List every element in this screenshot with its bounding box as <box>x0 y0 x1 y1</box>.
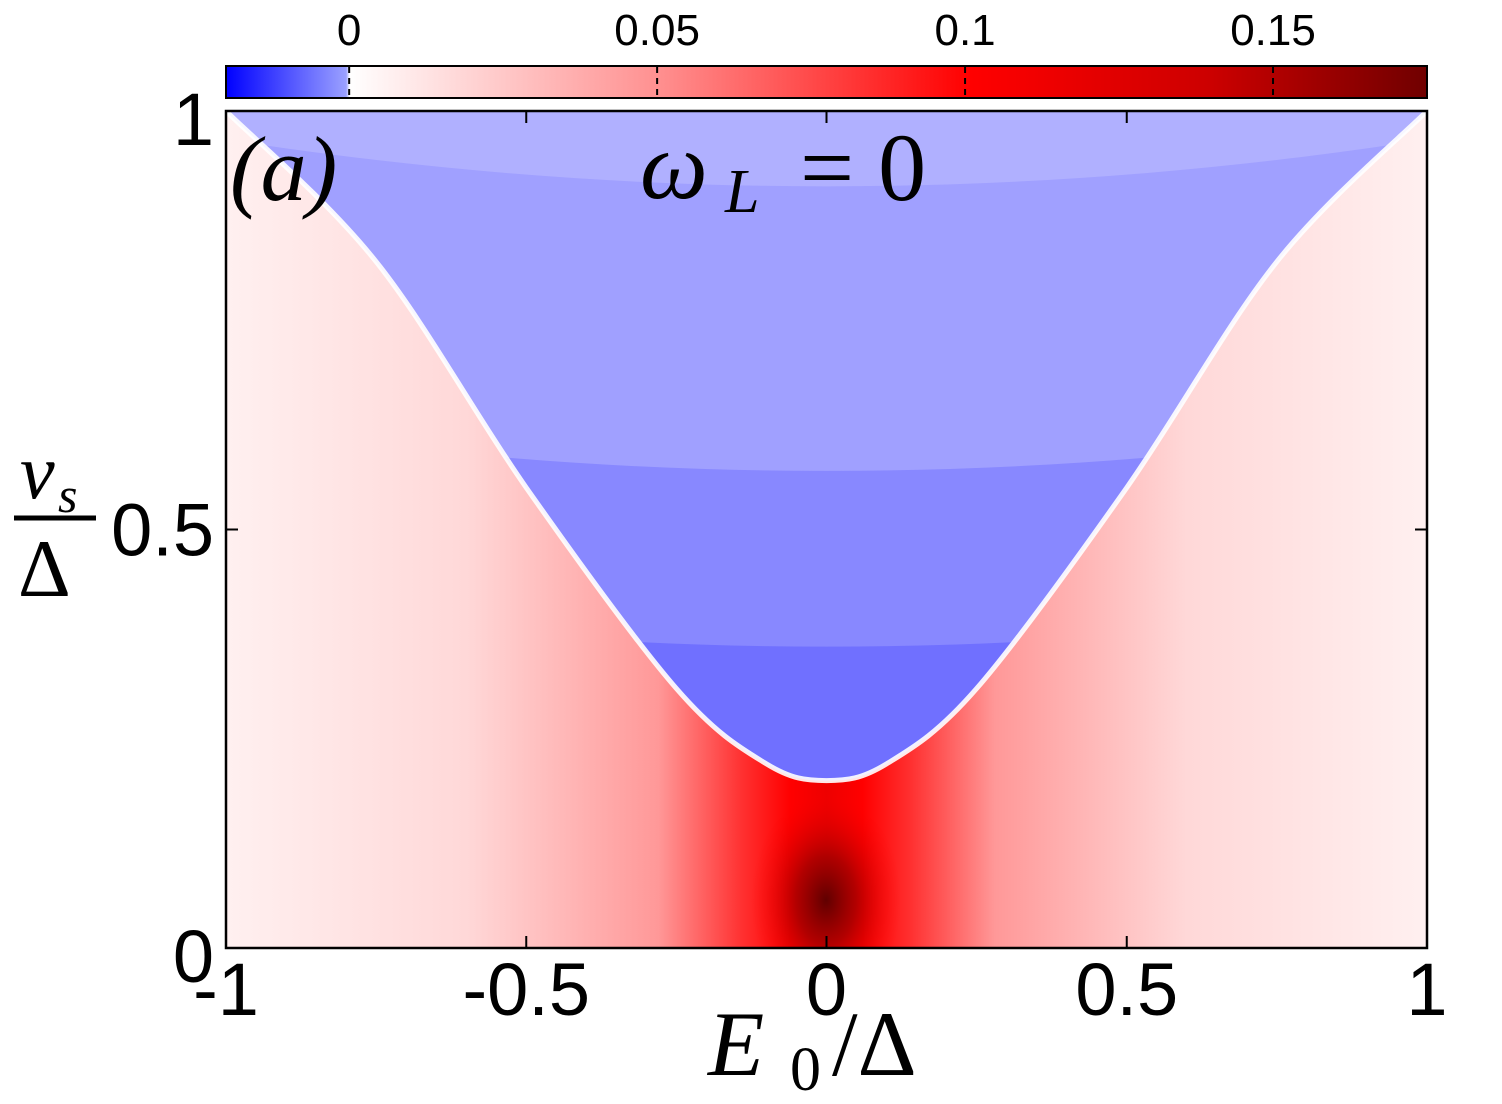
colorbar-ticks: 0 0.05 0.1 0.15 <box>337 6 1316 97</box>
x-tick-labels: -1 -0.5 0 0.5 1 <box>193 948 1447 1031</box>
plot-area <box>226 111 1427 948</box>
colorbar-bar <box>225 65 1428 99</box>
annotation-rest: = 0 <box>800 114 926 221</box>
boundary-curve <box>226 111 1427 784</box>
colorbar-tick-label-0: 0 <box>337 6 361 55</box>
panel-label: (a) <box>230 118 337 220</box>
y-tick-labels: 00.51 <box>111 78 214 998</box>
x-tick-label-2: 0 <box>806 948 847 1031</box>
xlabel-main: E <box>706 993 764 1095</box>
colorbar-tick-label-3: 0.15 <box>1230 6 1316 55</box>
x-tick-label-0: -1 <box>193 948 259 1031</box>
y-tick-label-1: 0.5 <box>111 489 214 572</box>
y-tick-label-0: 0 <box>173 915 214 998</box>
colorbar-tick-label-1: 0.05 <box>614 6 700 55</box>
x-tick-label-1: -0.5 <box>462 948 590 1031</box>
annotation-sub: L <box>724 158 759 226</box>
y-axis-label: v s Δ <box>14 428 96 614</box>
colorbar-tick-label-2: 0.1 <box>934 6 995 55</box>
x-tick-label-4: 1 <box>1406 948 1447 1031</box>
ylabel-num-sub: s <box>58 467 77 523</box>
x-axis-label: E 0 /Δ <box>706 993 917 1104</box>
xlabel-rest: /Δ <box>832 993 917 1095</box>
colorbar: 0 0.05 0.1 0.15 <box>225 6 1428 99</box>
peak-core <box>751 790 901 948</box>
annotation: ω L = 0 <box>640 112 926 226</box>
y-tick-label-2: 1 <box>173 78 214 161</box>
ylabel-den: Δ <box>18 523 71 614</box>
annotation-main: ω <box>640 112 708 219</box>
axis-ticks <box>225 110 1428 949</box>
x-tick-label-3: 0.5 <box>1075 948 1178 1031</box>
ylabel-num-main: v <box>20 428 55 515</box>
xlabel-sub: 0 <box>790 1036 821 1104</box>
